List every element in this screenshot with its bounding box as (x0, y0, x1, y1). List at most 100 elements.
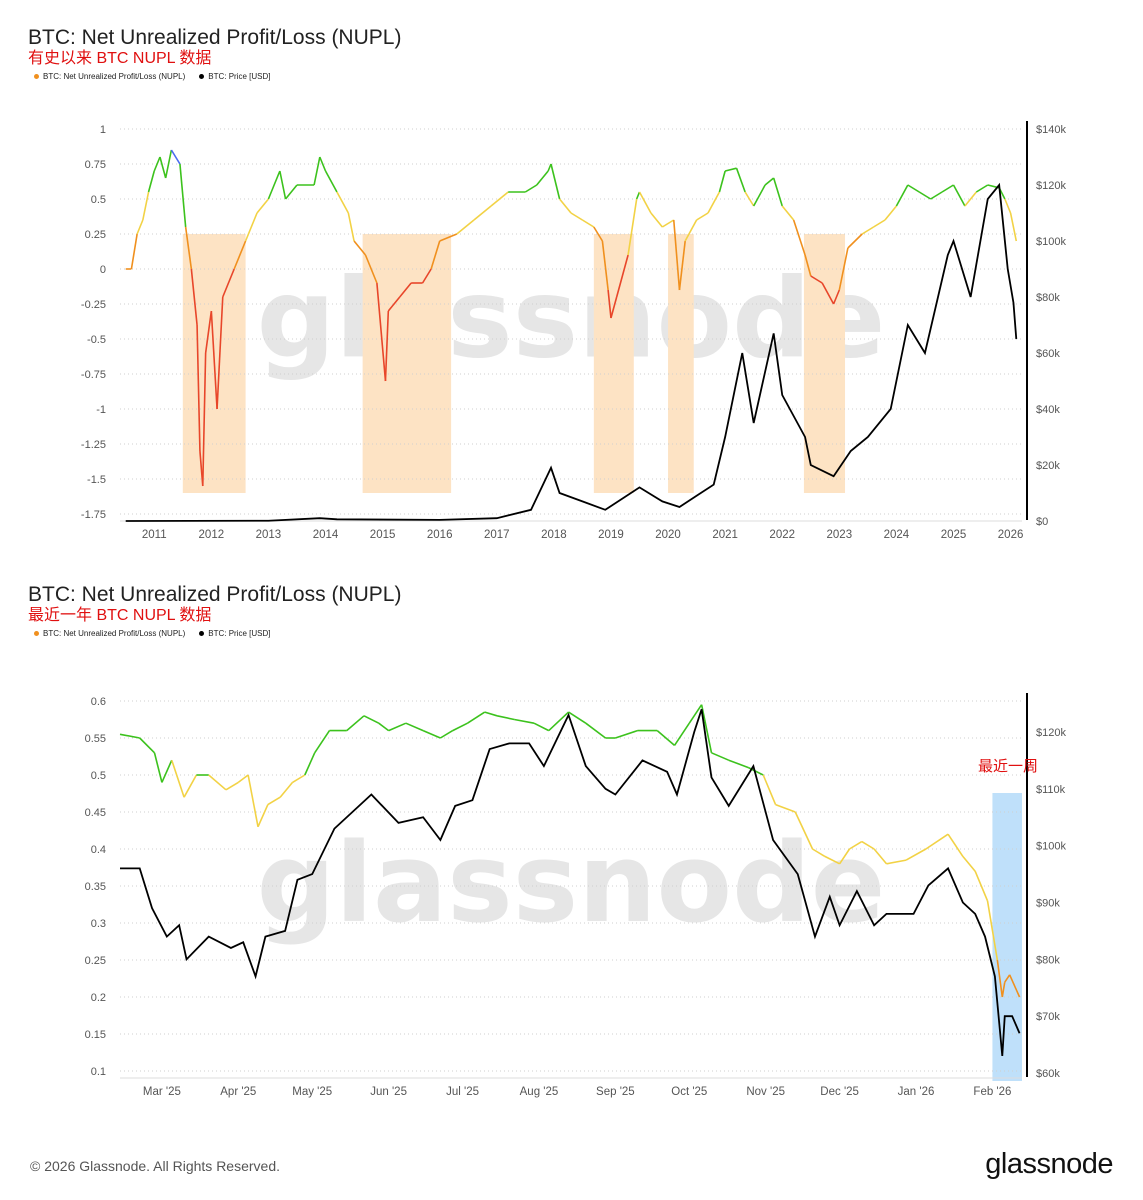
nupl-segment (257, 804, 269, 828)
nupl-segment (728, 759, 749, 769)
x-tick-label: Aug '25 (520, 1086, 559, 1098)
nupl-segment (849, 840, 863, 850)
nupl-segment (962, 855, 976, 872)
nupl-segment (974, 870, 989, 902)
price-line (125, 182, 1018, 522)
nupl-segment (292, 774, 306, 784)
nupl-segment (775, 803, 796, 813)
copyright: © 2026 Glassnode. All Rights Reserved. (30, 1158, 281, 1174)
nupl-segment (353, 240, 367, 256)
nupl-segment (336, 191, 350, 214)
legend-item-nupl[interactable]: BTC: Net Unrealized Profit/Loss (NUPL) (34, 72, 185, 82)
x-tick-label: 2020 (655, 529, 681, 541)
bear-market-shade (803, 234, 846, 493)
nupl-segment (405, 722, 424, 732)
x-tick-label: 2021 (712, 529, 738, 541)
nupl-segment (136, 219, 144, 235)
x-tick-label: 2014 (313, 529, 339, 541)
legend-item-price[interactable]: BTC: Price [USD] (199, 629, 271, 639)
nupl-segment (363, 715, 380, 724)
nupl-segment (170, 149, 181, 165)
nupl-segment (688, 704, 703, 724)
chart1-subtitle: 有史以来 BTC NUPL 数据 (28, 50, 212, 67)
nupl-segment (918, 191, 932, 200)
x-tick-label: 2026 (998, 529, 1024, 541)
nupl-segment (284, 184, 298, 200)
nupl-segment (941, 184, 954, 193)
nupl-segment (627, 198, 638, 256)
x-tick-label: 2023 (827, 529, 853, 541)
x-tick-label: Mar '25 (143, 1086, 181, 1098)
bear-market-shade (593, 234, 634, 493)
legend-dot-icon (199, 631, 205, 637)
nupl-segment (886, 859, 907, 865)
nupl-segment (452, 722, 468, 732)
nupl-segment (422, 729, 441, 739)
nupl-segment (524, 184, 538, 193)
chart2-subtitle: 最近一年 BTC NUPL 数据 (28, 607, 212, 624)
y-right-tick-label: $20k (1036, 460, 1060, 472)
y-right-tick-label: $70k (1036, 1011, 1060, 1023)
nupl-segment (164, 149, 173, 179)
nupl-segment (378, 722, 390, 732)
nupl-segment (456, 219, 475, 235)
recent-week-shade (992, 793, 1022, 1081)
nupl-segment (947, 833, 964, 857)
nupl-segment (996, 959, 1004, 998)
nupl-segment (812, 848, 826, 858)
y-right-tick-label: $80k (1036, 954, 1060, 966)
y-left-tick-label: -1.5 (87, 474, 106, 486)
nupl-segment (824, 855, 840, 865)
legend-item-price[interactable]: BTC: Price [USD] (199, 72, 271, 82)
nupl-segment (762, 774, 777, 805)
nupl-segment (607, 289, 612, 319)
x-tick-label: Nov '25 (746, 1086, 785, 1098)
x-tick-label: Dec '25 (820, 1086, 859, 1098)
nupl-segment (550, 163, 561, 200)
x-tick-label: 2016 (427, 529, 453, 541)
nupl-segment (179, 163, 187, 228)
nupl-segment (142, 191, 150, 221)
legend-item-nupl[interactable]: BTC: Net Unrealized Profit/Loss (NUPL) (34, 629, 185, 639)
nupl-segment (216, 296, 224, 410)
y-left-tick-label: 0.6 (91, 696, 106, 708)
nupl-segment (399, 282, 412, 298)
nupl-segment (684, 219, 698, 242)
nupl-segment (847, 233, 863, 249)
x-tick-label: 2013 (256, 529, 282, 541)
nupl-segment (184, 226, 193, 270)
nupl-segment (570, 212, 583, 221)
nupl-segment (810, 275, 823, 284)
nupl-segment (873, 848, 888, 865)
nupl-segment (700, 704, 713, 753)
y-right-tick-label: $110k (1036, 784, 1066, 796)
chart2-legend: BTC: Net Unrealized Profit/Loss (NUPL) B… (34, 629, 271, 639)
nupl-segment (159, 156, 167, 179)
nupl-segment (907, 184, 920, 193)
y-right-tick-label: $80k (1036, 292, 1060, 304)
nupl-segment (804, 254, 812, 277)
x-tick-label: May '25 (292, 1086, 332, 1098)
nupl-segment (421, 268, 432, 284)
nupl-segment (656, 729, 676, 747)
nupl-segment (838, 848, 851, 865)
nupl-segment (930, 191, 943, 200)
chart1-title: BTC: Net Unrealized Profit/Loss (NUPL) (28, 26, 402, 49)
x-tick-label: Jan '26 (898, 1086, 935, 1098)
y-left-tick-label: 0.3 (91, 918, 106, 930)
nupl-segment (615, 729, 638, 739)
nupl-segment (873, 219, 886, 228)
nupl-segment (153, 752, 163, 783)
x-tick-label: Oct '25 (671, 1086, 707, 1098)
nupl-segment (225, 781, 239, 791)
x-tick-label: 2015 (370, 529, 396, 541)
y-left-tick-label: 0.35 (85, 881, 106, 893)
nupl-segment (196, 324, 201, 452)
nupl-segment (490, 191, 509, 207)
y-left-tick-label: 0.1 (91, 1066, 106, 1078)
nupl-segment (139, 737, 156, 754)
y-right-tick-label: $100k (1036, 841, 1066, 853)
nupl-segment (237, 774, 249, 784)
x-tick-label: 2025 (941, 529, 967, 541)
y-right-tick-label: $140k (1036, 124, 1066, 136)
